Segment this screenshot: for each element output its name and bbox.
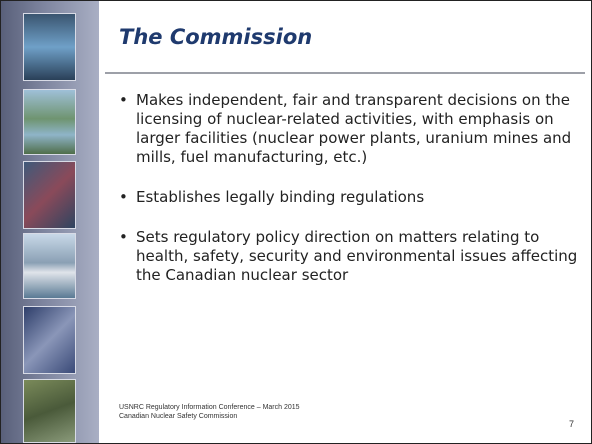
photo bbox=[23, 161, 76, 229]
page: The Commission • Makes independent, fair … bbox=[0, 0, 592, 444]
photo bbox=[23, 306, 76, 374]
photo bbox=[23, 13, 76, 81]
bullet-text: Sets regulatory policy direction on matt… bbox=[136, 228, 577, 284]
bullet-text: Makes independent, fair and transparent … bbox=[136, 91, 571, 166]
bullet-item: • Establishes legally binding regulations bbox=[119, 188, 581, 207]
footer: USNRC Regulatory Information Conference … bbox=[119, 403, 300, 421]
footer-line: Canadian Nuclear Safety Commission bbox=[119, 412, 300, 421]
bullet-dot: • bbox=[119, 91, 128, 110]
photo bbox=[23, 379, 76, 443]
footer-line: USNRC Regulatory Information Conference … bbox=[119, 403, 300, 412]
photo-sidebar bbox=[1, 1, 99, 443]
slide-title: The Commission bbox=[119, 25, 312, 49]
bullet-list: • Makes independent, fair and transparent… bbox=[119, 91, 581, 306]
bullet-text: Establishes legally binding regulations bbox=[136, 188, 424, 206]
title-rule bbox=[105, 72, 585, 74]
slide: The Commission • Makes independent, fair … bbox=[0, 0, 592, 444]
bullet-item: • Sets regulatory policy direction on mat… bbox=[119, 228, 581, 285]
photo bbox=[23, 89, 76, 155]
bullet-dot: • bbox=[119, 188, 128, 207]
photo bbox=[23, 233, 76, 299]
bullet-dot: • bbox=[119, 228, 128, 247]
page-number: 7 bbox=[569, 419, 574, 429]
bullet-item: • Makes independent, fair and transparent… bbox=[119, 91, 581, 167]
